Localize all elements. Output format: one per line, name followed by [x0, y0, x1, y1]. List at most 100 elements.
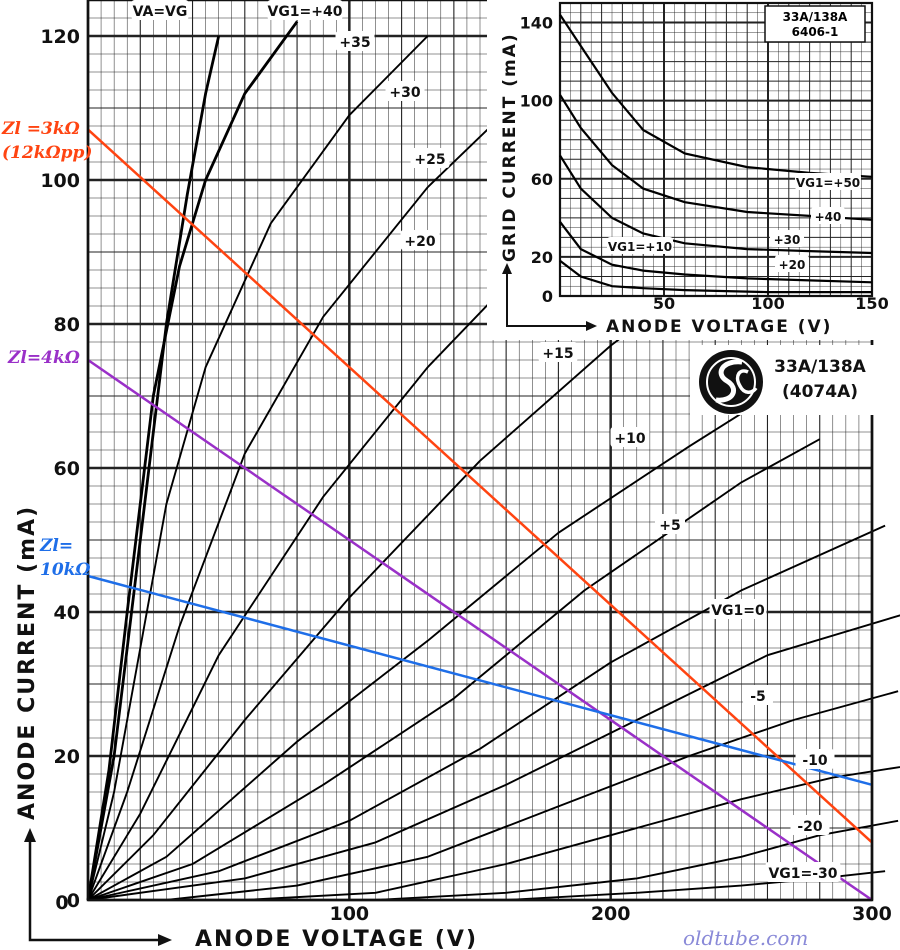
curve-label-bg [400, 230, 440, 250]
y-tick-label: 80 [54, 314, 80, 336]
curve-label: +10 [614, 431, 645, 447]
inset-series-1 [559, 94, 873, 221]
inset-series-label-bg [770, 230, 804, 247]
y-tick-label: 0 [67, 890, 80, 912]
inset-series-label: VG1=+10 [608, 240, 672, 254]
curve-6 [87, 387, 782, 901]
inset-curves [559, 14, 873, 294]
x-tick-label: 0 [55, 892, 68, 914]
load-label-bg [0, 141, 86, 163]
curve-12 [375, 819, 899, 901]
curve-label-bg [410, 148, 450, 168]
main-load-lines [87, 128, 873, 902]
load-label-bg [38, 534, 74, 556]
curve-label: +15 [542, 346, 573, 362]
curve-label-bg [790, 815, 830, 835]
load-line-0 [87, 128, 873, 844]
curve-label-bg [765, 862, 841, 882]
load-line-label: Zl =3kΩ [1, 119, 80, 139]
y-tick-label: 40 [54, 602, 80, 624]
inset-y-tick-label: 0 [542, 287, 553, 306]
curve-10 [166, 690, 899, 901]
inset-series-label-bg [795, 173, 861, 190]
curve-label: +30 [389, 85, 420, 101]
inset-series-label: +20 [779, 258, 806, 272]
curve-label: -10 [802, 753, 828, 769]
main-characteristic-curves [86, 20, 900, 901]
curve-label: +35 [339, 35, 370, 51]
curve-label: VG1=-30 [768, 866, 837, 882]
inset-x-tick-label: 50 [653, 294, 675, 313]
load-label-bg [0, 117, 76, 139]
y-tick-label: 60 [54, 458, 80, 480]
load-line-labels: Zl =3kΩ (12kΩpp) Zl=4kΩ Zl= 10kΩ [0, 117, 92, 580]
main-curve-labels: VA=VG VG1=+40 +35 +30 +25 +20 +15 +10 +5 VG1=0 -5 -… [131, 0, 841, 882]
main-axis-arrows [24, 828, 172, 946]
curve-label: VG1=0 [711, 603, 765, 619]
y-tick-label: 120 [40, 26, 80, 48]
x-tick-label: 200 [591, 903, 631, 925]
load-line-label: (12kΩpp) [2, 143, 92, 163]
inset-series-label-bg [775, 255, 809, 272]
inset-y-axis-label: GRID CURRENT (mA) [500, 32, 520, 262]
curve-1 [86, 20, 299, 901]
curve-label-bg [538, 342, 578, 362]
curve-0 [86, 35, 221, 901]
curve-label: -20 [797, 819, 823, 835]
inset-y-tick-label: 140 [520, 14, 553, 33]
inset-series-label-bg [607, 237, 673, 254]
inset-x-axis-label: ANODE VOLTAGE (V) [606, 317, 832, 337]
inset-series-4 [559, 259, 872, 294]
load-label-bg [6, 346, 72, 368]
tube-type-alt-label: (4074A) [782, 382, 858, 402]
curve-label: +25 [414, 152, 445, 168]
stc-logo [690, 345, 900, 415]
inset-ref-line1: 33A/138A [783, 10, 848, 24]
y-tick-label: 100 [40, 170, 80, 192]
curve-label-bg [267, 0, 343, 20]
load-line-1 [87, 358, 873, 902]
curve-label: +20 [404, 234, 435, 250]
inset-series-label-bg [811, 207, 845, 224]
curve-11 [244, 766, 900, 901]
curve-label: -5 [750, 689, 766, 705]
inset-tick-labels: 0 20 60 100 140 50 100 150 [520, 14, 889, 313]
inset-series-label: VG1=+50 [796, 176, 860, 190]
load-line-2 [87, 574, 873, 787]
curve-7 [87, 438, 821, 901]
main-plot-frame [86, 0, 874, 902]
inset-series-3 [559, 221, 873, 284]
main-axes [86, 0, 874, 902]
inset-series-label: +40 [815, 210, 842, 224]
inset-series-labels: VG1=+50 +40 +30 +20 VG1=+10 [607, 173, 861, 272]
y-tick-label: 20 [54, 746, 80, 768]
x-tick-label: 300 [852, 903, 892, 925]
load-line-label: Zl=4kΩ [7, 348, 80, 368]
main-x-axis-label: ANODE VOLTAGE (V) [195, 927, 478, 950]
curve-label-bg [655, 514, 685, 534]
curve-label: VG1=+40 [267, 4, 342, 20]
load-line-label: 10kΩ [40, 560, 91, 580]
inset-y-tick-label: 100 [520, 92, 553, 111]
inset-x-tick-label: 100 [751, 294, 784, 313]
inset-axis-arrows [502, 263, 597, 331]
curve-label-bg [385, 81, 425, 101]
curve-3 [87, 85, 533, 901]
curve-label: VA=VG [133, 4, 188, 20]
inset-y-tick-label: 20 [531, 248, 553, 267]
curve-2 [87, 35, 429, 901]
curve-label-bg [335, 31, 375, 51]
curve-label: +5 [659, 518, 680, 534]
watermark: oldtube.com [683, 926, 808, 950]
inset-y-tick-label: 60 [531, 170, 553, 189]
load-line-label: Zl= [39, 536, 73, 556]
main-y-axis-label: ANODE CURRENT (mA) [15, 505, 40, 820]
curve-13 [506, 870, 886, 901]
x-tick-label: 100 [329, 903, 369, 925]
curve-label-bg [610, 427, 650, 447]
curve-label-bg [131, 0, 189, 20]
inset-series-0 [559, 14, 873, 178]
